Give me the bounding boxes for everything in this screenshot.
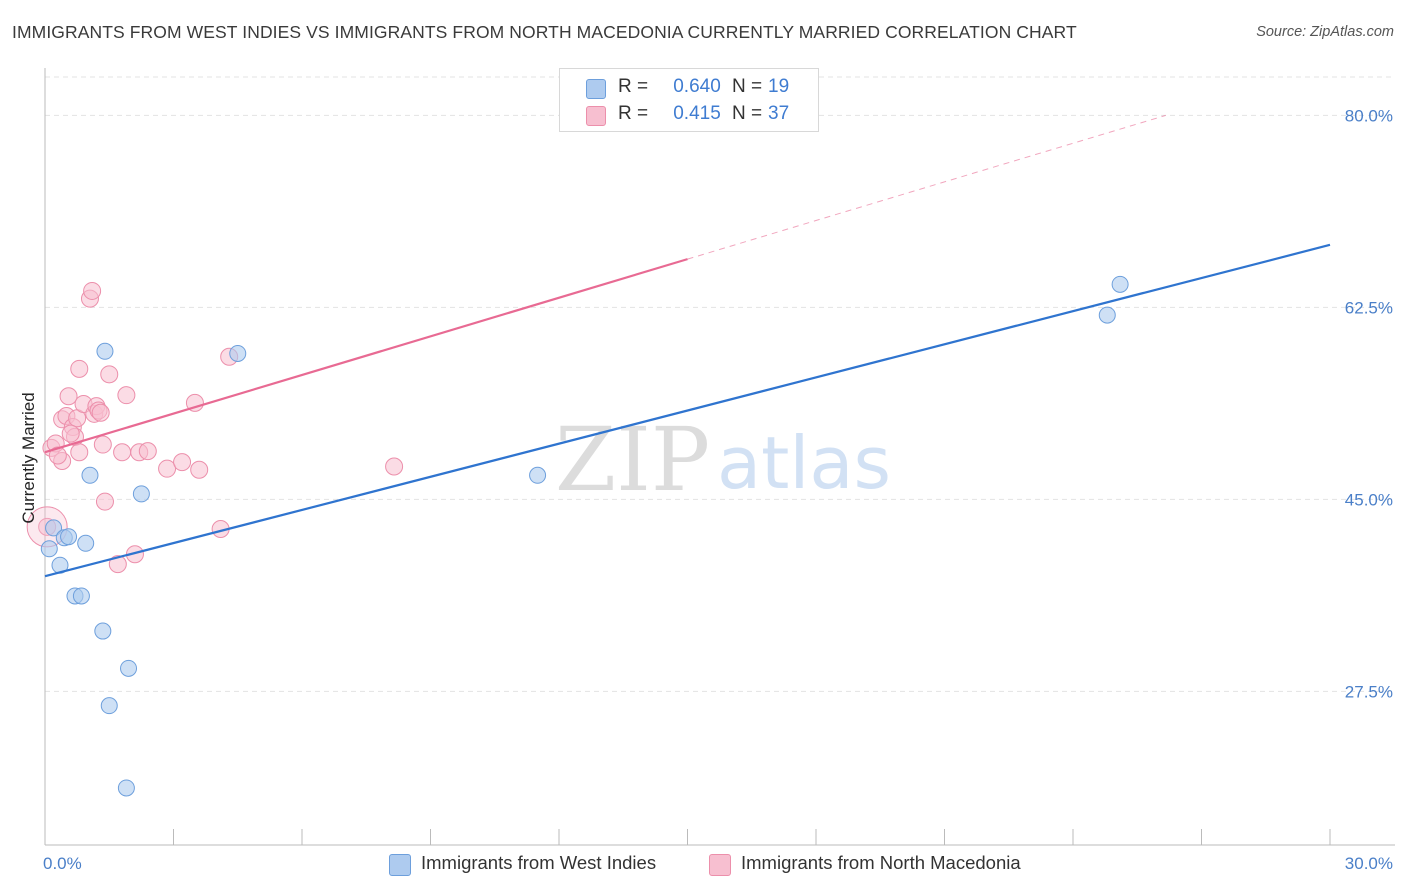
data-point-north-macedonia [190, 460, 209, 479]
data-point-north-macedonia [108, 555, 127, 574]
data-point-north-macedonia [100, 365, 119, 384]
y-tick-label: 45.0% [1345, 490, 1393, 509]
data-point-west-indies [77, 534, 95, 552]
data-point-west-indies [81, 466, 99, 484]
data-point-north-macedonia [138, 442, 157, 461]
trend-lines [44, 114, 1331, 578]
r-label: R = [618, 76, 649, 97]
data-point-north-macedonia [83, 281, 102, 300]
y-tick-label: 62.5% [1345, 298, 1393, 317]
data-point-north-macedonia [185, 393, 204, 412]
watermark: ZIP atlas [555, 408, 891, 511]
y-axis-title: Currently Married [19, 392, 38, 523]
data-point-west-indies [45, 519, 63, 537]
data-point-west-indies [117, 779, 135, 797]
axes-layer [44, 68, 1395, 846]
r-label: R = [618, 103, 649, 124]
r-value: 0.640 [673, 76, 721, 97]
data-point-west-indies [72, 587, 90, 605]
data-point-north-macedonia [91, 403, 110, 422]
data-point-west-indies [132, 485, 150, 503]
grid-layer [45, 76, 1395, 692]
legend-label: Immigrants from West Indies [421, 852, 657, 873]
north-macedonia-points [26, 281, 404, 574]
data-point-north-macedonia [158, 459, 177, 478]
y-tick-label: 27.5% [1345, 682, 1393, 701]
watermark-atlas: atlas [717, 421, 891, 505]
watermark-zip: ZIP [555, 408, 710, 511]
n-label: N = [732, 76, 763, 97]
trend-line-north-macedonia [44, 258, 688, 454]
data-point-north-macedonia [48, 446, 67, 465]
source-label: Source: ZipAtlas.com [1256, 24, 1394, 40]
trend-line-west-indies [44, 243, 1331, 578]
blue-swatch-icon [586, 79, 606, 99]
x-tick-label: 30.0% [1345, 854, 1393, 873]
data-point-north-macedonia [113, 443, 132, 462]
n-value: 37 [768, 103, 790, 124]
data-point-north-macedonia [95, 492, 114, 511]
legend-label: Immigrants from North Macedonia [741, 852, 1021, 873]
n-label: N = [732, 103, 763, 124]
trend-extension-north-macedonia [687, 114, 1166, 260]
data-point-west-indies [94, 622, 112, 640]
data-point-west-indies [100, 697, 118, 715]
correlation-legend: R = 0.640 N = 19 R = 0.415 N = 37 [559, 68, 819, 132]
axis-labels: 27.5% 45.0% 62.5% 80.0% 0.0% 30.0% Currently M… [19, 106, 1393, 873]
n-value: 19 [768, 76, 790, 97]
data-point-north-macedonia [93, 435, 112, 454]
west-indies-points [40, 275, 1129, 797]
r-value: 0.415 [673, 103, 721, 124]
pink-swatch-icon [709, 854, 731, 876]
data-point-west-indies [60, 528, 78, 546]
data-point-west-indies [1111, 275, 1129, 293]
chart-title: IMMIGRANTS FROM WEST INDIES VS IMMIGRANT… [12, 22, 1077, 42]
data-point-north-macedonia [173, 453, 192, 472]
pink-swatch-icon [586, 106, 606, 126]
data-point-north-macedonia [70, 443, 89, 462]
data-point-north-macedonia [70, 359, 89, 378]
data-point-west-indies [96, 342, 114, 360]
data-point-north-macedonia [385, 457, 404, 476]
data-point-north-macedonia [117, 386, 136, 405]
data-point-west-indies [529, 466, 547, 484]
x-tick-label: 0.0% [43, 854, 82, 873]
data-point-west-indies [1098, 306, 1116, 324]
y-tick-label: 80.0% [1345, 106, 1393, 125]
data-point-west-indies [120, 659, 138, 677]
data-point-west-indies [229, 344, 247, 362]
data-point-north-macedonia [61, 424, 80, 443]
blue-swatch-icon [389, 854, 411, 876]
data-point-west-indies [40, 540, 58, 558]
data-point-north-macedonia [59, 387, 78, 406]
series-legend: Immigrants from West Indies Immigrants f… [0, 852, 1406, 876]
